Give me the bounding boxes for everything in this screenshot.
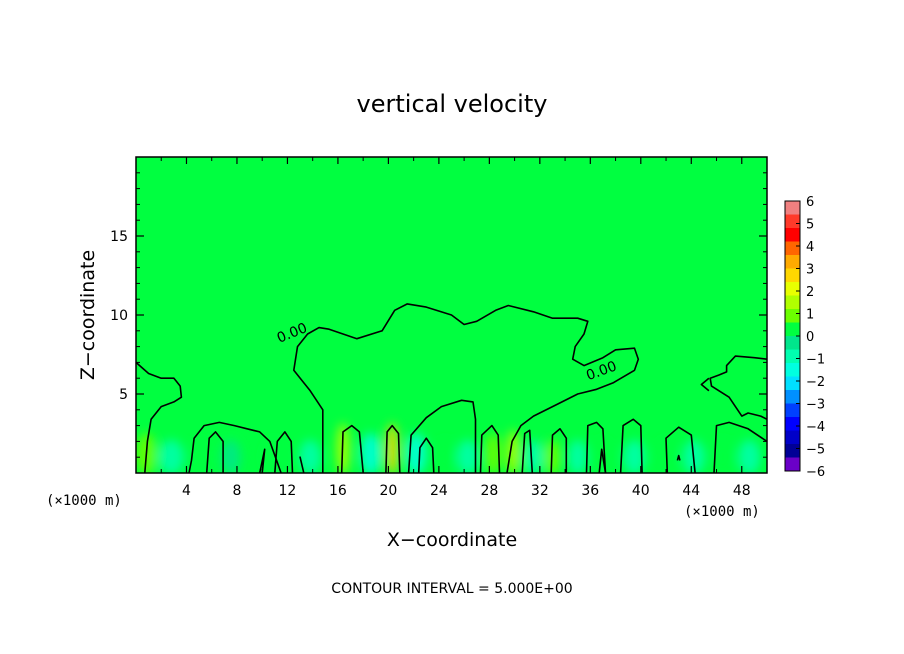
x-tick-label-6: 28	[480, 483, 498, 499]
contour-line-12	[521, 429, 534, 473]
x-unit-label-right: (×1000 m)	[684, 504, 760, 520]
colorbar-swatch-4	[785, 255, 800, 269]
colorbar-label-3: 3	[806, 263, 814, 278]
colorbar-label-5: 1	[806, 308, 814, 323]
contour-line-0	[188, 421, 282, 473]
x-tick-label-9: 40	[632, 483, 650, 499]
velocity-field	[136, 423, 761, 473]
x-tick-label-4: 20	[379, 483, 397, 499]
contour-line-17	[665, 426, 696, 473]
contour-line-4	[258, 448, 266, 473]
colorbar-label-2: 4	[806, 240, 814, 255]
colorbar-label-0: 6	[806, 195, 814, 210]
colorbar-swatch-15	[785, 403, 800, 418]
contour-line-21	[700, 377, 710, 392]
contour-line-1	[205, 431, 224, 473]
field-cell-3	[220, 439, 241, 473]
y-axis-ticks: 5 10 15	[110, 172, 767, 458]
colorbar-label-7: −1	[806, 353, 825, 368]
x-axis-ticks: 4 8 12 16 20 24 28 32 36 40 44 48	[160, 157, 751, 499]
field-cell-7	[360, 433, 382, 473]
colorbar-swatch-6	[785, 282, 800, 296]
field-cell-10	[436, 439, 454, 473]
colorbar-label-9: −3	[806, 398, 825, 413]
field-cell-2	[190, 439, 208, 473]
contour-line-8	[385, 424, 401, 473]
contour-line-10	[417, 437, 435, 473]
contour-line-14	[585, 421, 607, 473]
x-tick-label-7: 32	[531, 483, 549, 499]
contour-interval-note: CONTOUR INTERVAL = 5.000E+00	[331, 581, 572, 597]
x-tick-label-1: 8	[232, 483, 241, 499]
field-cell-22	[738, 439, 761, 473]
colorbar-label-4: 2	[806, 285, 814, 300]
colorbar-swatch-7	[785, 295, 800, 310]
y-tick-label-1: 10	[110, 308, 128, 324]
field-cell-16	[567, 439, 588, 473]
colorbar-label-12: −6	[806, 465, 825, 480]
x-tick-label-0: 4	[182, 483, 191, 499]
x-tick-label-11: 48	[733, 483, 751, 499]
x-axis-label: X−coordinate	[387, 529, 517, 551]
colorbar-swatch-19	[785, 457, 800, 472]
field-cell-8	[385, 423, 399, 473]
colorbar-swatch-14	[785, 390, 800, 404]
field-cell-18	[623, 439, 646, 473]
colorbar-label-6: 0	[806, 330, 814, 345]
contour-line-15	[598, 448, 607, 473]
colorbar-swatch-5	[785, 268, 800, 283]
contour-line-2	[293, 303, 640, 473]
x-tick-label-5: 24	[430, 483, 448, 499]
field-cell-13	[506, 429, 521, 473]
x-tick-label-3: 16	[329, 483, 347, 499]
field-cell-1	[158, 439, 184, 473]
x-tick-label-8: 36	[581, 483, 599, 499]
contour-line-19	[713, 421, 767, 473]
field-cell-12	[484, 433, 502, 473]
colorbar-swatch-18	[785, 444, 800, 458]
colorbar-swatch-17	[785, 430, 800, 445]
y-tick-label-0: 5	[119, 387, 128, 403]
x-unit-label-left: (×1000 m)	[46, 493, 122, 509]
y-axis-label: Z−coordinate	[77, 250, 99, 380]
contour-line-9	[407, 399, 477, 473]
field-cell-14	[523, 439, 544, 473]
contour-line-11	[479, 424, 501, 473]
colorbar-label-8: −2	[806, 375, 825, 390]
x-tick-label-10: 44	[682, 483, 700, 499]
field-cell-21	[713, 439, 732, 473]
colorbar-swatch-0	[785, 201, 800, 215]
colorbar-swatch-3	[785, 241, 800, 256]
colorbar-swatch-9	[785, 322, 800, 337]
contour-lines	[136, 303, 767, 473]
x-tick-label-2: 12	[279, 483, 297, 499]
colorbar-swatch-13	[785, 376, 800, 391]
contour-line-7	[340, 424, 364, 473]
field-cell-11	[456, 439, 480, 473]
field-cell-5	[299, 439, 322, 473]
y-tick-label-2: 15	[110, 229, 128, 245]
contour-line-18	[676, 454, 681, 461]
colorbar-swatch-1	[785, 214, 800, 229]
colorbar-swatch-8	[785, 309, 800, 323]
contour-line-13	[550, 428, 568, 473]
colorbar-swatch-10	[785, 336, 800, 350]
colorbar-swatch-2	[785, 228, 800, 242]
contour-line-20	[709, 355, 767, 421]
colorbar-label-1: 5	[806, 218, 814, 233]
chart-title: vertical velocity	[357, 90, 548, 118]
contour-line-3	[136, 361, 183, 473]
contour-line-5	[274, 431, 294, 473]
contour-line-16	[619, 418, 643, 473]
colorbar-label-10: −4	[806, 420, 825, 435]
colorbar-swatch-12	[785, 363, 800, 377]
contour-line-6	[299, 456, 305, 473]
colorbar-label-11: −5	[806, 443, 825, 458]
colorbar-swatch-16	[785, 417, 800, 431]
colorbar-swatch-11	[785, 349, 800, 364]
colorbar: 6 5 4 3 2 1 0 −1 −2 −3 −4 −5 −6	[784, 195, 825, 480]
